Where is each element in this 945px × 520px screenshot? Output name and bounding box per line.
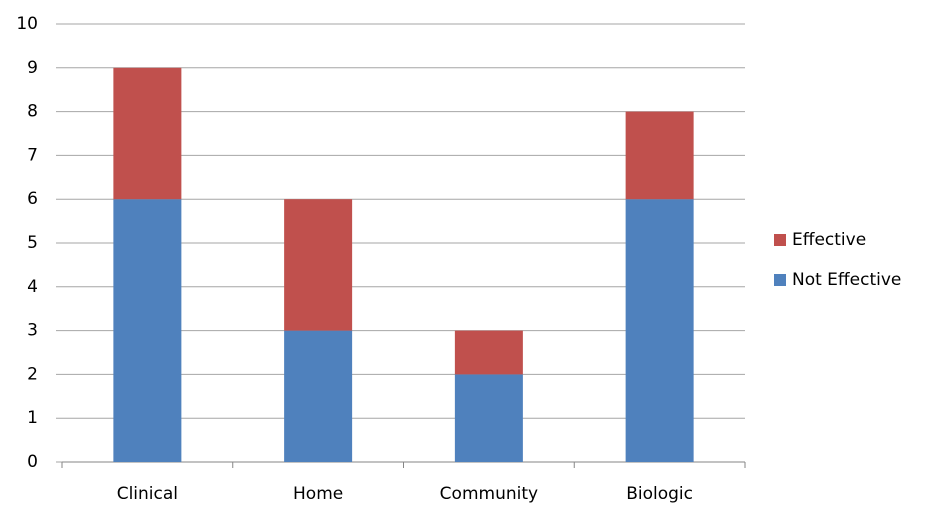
bar-segment: [454, 330, 523, 375]
y-tick-label: 8: [27, 102, 38, 122]
x-tick-label: Home: [293, 484, 343, 504]
y-tick-label: 3: [27, 321, 38, 341]
bar-segment: [284, 330, 353, 462]
bar-segment: [284, 199, 353, 331]
x-tick-label: Community: [440, 484, 538, 504]
y-tick-label: 7: [27, 145, 38, 165]
y-tick-label: 0: [27, 452, 38, 472]
y-tick-label: 2: [27, 364, 38, 384]
y-tick-label: 10: [16, 14, 38, 34]
y-tick-label: 6: [27, 189, 38, 209]
y-tick-label: 9: [27, 58, 38, 78]
bar-segment: [625, 111, 694, 200]
legend-label: Not Effective: [792, 270, 901, 290]
y-tick-label: 4: [27, 277, 38, 297]
bar-segment: [113, 199, 182, 462]
x-tick-label: Clinical: [117, 484, 178, 504]
x-tick-label: Biologic: [626, 484, 693, 504]
legend-label: Effective: [792, 230, 866, 250]
bar-segment: [113, 67, 182, 200]
legend-swatch: [774, 234, 786, 246]
bar-segment: [625, 199, 694, 462]
y-tick-label: 5: [27, 233, 38, 253]
y-tick-label: 1: [27, 408, 38, 428]
legend-swatch: [774, 274, 786, 286]
bar-segment: [454, 374, 523, 462]
